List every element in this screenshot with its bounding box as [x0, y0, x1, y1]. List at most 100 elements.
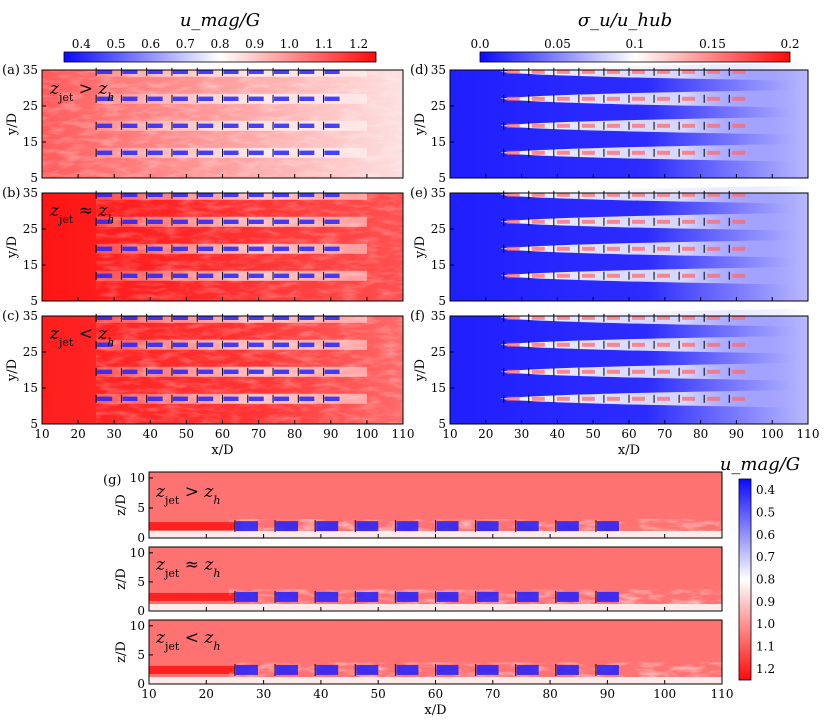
wake-deficit: [299, 246, 315, 251]
x-tick-label: 90: [729, 427, 744, 441]
x-tick-label: 90: [600, 687, 615, 701]
colorbar-tick-label: 0.05: [544, 37, 571, 51]
x-tick-label: 30: [107, 427, 122, 441]
sigma-peak: [606, 315, 620, 320]
wake-deficit: [198, 123, 214, 128]
sigma-peak: [581, 273, 595, 278]
colorbar-tick-label: 0.5: [106, 37, 125, 51]
wake-deficit: [172, 396, 188, 401]
wake-deficit: [299, 273, 315, 278]
x-tick-label: 10: [141, 687, 156, 701]
sigma-peak: [556, 342, 570, 347]
wake-deficit: [248, 192, 264, 197]
field-panel-4: [450, 185, 808, 301]
wake-deficit: [556, 591, 579, 602]
wake-deficit: [97, 69, 113, 74]
wake-deficit: [324, 69, 340, 74]
wake-deficit: [147, 150, 163, 155]
wake-deficit: [299, 396, 315, 401]
colorbar-tick-label: 1.0: [280, 37, 299, 51]
annot-lhs: z: [155, 628, 166, 648]
sigma-peak: [682, 150, 696, 155]
wake-deficit: [356, 591, 379, 602]
x-tick-label: 110: [392, 427, 415, 441]
wake-deficit: [172, 123, 188, 128]
sigma-peak: [556, 96, 570, 101]
x-tick-label: 10: [34, 427, 49, 441]
sigma-peak: [581, 396, 595, 401]
sigma-peak: [732, 315, 746, 320]
wake-deficit: [299, 192, 315, 197]
wake-deficit: [198, 396, 214, 401]
sigma-peak: [531, 96, 545, 101]
annot-rhs: z: [97, 79, 108, 99]
wake-deficit: [274, 396, 290, 401]
y-axis-label: z/D: [114, 568, 129, 590]
sigma-peak: [506, 96, 520, 101]
x-tick-label: 100: [355, 427, 378, 441]
y-tick-label: 15: [23, 135, 38, 149]
wake-deficit: [324, 246, 340, 251]
wake-deficit: [324, 342, 340, 347]
annot-rhs-sub: h: [107, 91, 114, 104]
panel-label: (d): [410, 63, 428, 78]
wake-deficit: [97, 342, 113, 347]
wake-deficit: [299, 369, 315, 374]
wake-deficit: [276, 664, 299, 675]
wake-deficit: [316, 521, 339, 532]
wake-deficit: [97, 396, 113, 401]
sigma-peak: [632, 69, 645, 74]
sigma-peak: [632, 396, 645, 401]
wake-deficit: [396, 664, 419, 675]
wake-deficit: [274, 69, 290, 74]
sigma-peak: [606, 369, 620, 374]
y-tick-label: 5: [30, 417, 38, 431]
y-axis-label: y/D: [413, 113, 428, 136]
wake-deficit: [97, 123, 113, 128]
wake-deficit: [596, 591, 619, 602]
annot-op: ≈: [73, 201, 98, 221]
wake-deficit: [299, 69, 315, 74]
wake-deficit: [248, 369, 264, 374]
colorbar-umag: [63, 51, 377, 63]
wake-deficit: [476, 591, 499, 602]
field-panel-3: [450, 62, 808, 178]
colorbar-tick-label: 1.0: [756, 617, 775, 631]
y-axis-label: y/D: [5, 113, 20, 136]
wake-deficit: [324, 150, 340, 155]
x-tick-label: 60: [215, 427, 230, 441]
x-tick-label: 90: [323, 427, 338, 441]
wake-deficit: [299, 96, 315, 101]
x-tick-label: 10: [442, 427, 457, 441]
annot-sub: jet: [163, 640, 180, 653]
sigma-peak: [531, 369, 545, 374]
sigma-peak: [606, 342, 620, 347]
annot-sub: jet: [163, 567, 180, 580]
wake-deficit: [248, 69, 264, 74]
sigma-peak: [707, 396, 721, 401]
wake-deficit: [122, 96, 138, 101]
wake-deficit: [274, 246, 290, 251]
sigma-peak: [632, 192, 645, 197]
wake-deficit: [122, 315, 138, 320]
sigma-peak: [556, 123, 570, 128]
sigma-peak: [531, 315, 545, 320]
wake-deficit: [198, 246, 214, 251]
y-tick-label: 10: [130, 619, 145, 633]
wake-deficit: [147, 369, 163, 374]
y-tick-label: 5: [438, 417, 446, 431]
sigma-peak: [531, 273, 545, 278]
wake-deficit: [274, 342, 290, 347]
sigma-peak: [606, 246, 620, 251]
annot-sub: jet: [57, 213, 74, 226]
colorbar-tick-label: 1.1: [314, 37, 333, 51]
wake-deficit: [276, 521, 299, 532]
x-tick-label: 100: [761, 427, 784, 441]
wake-deficit: [516, 591, 539, 602]
sigma-peak: [657, 96, 671, 101]
wake-deficit: [122, 219, 138, 224]
wake-deficit: [396, 591, 419, 602]
sigma-peak: [581, 192, 595, 197]
jet-band: [149, 665, 235, 674]
sigma-peak: [531, 396, 545, 401]
